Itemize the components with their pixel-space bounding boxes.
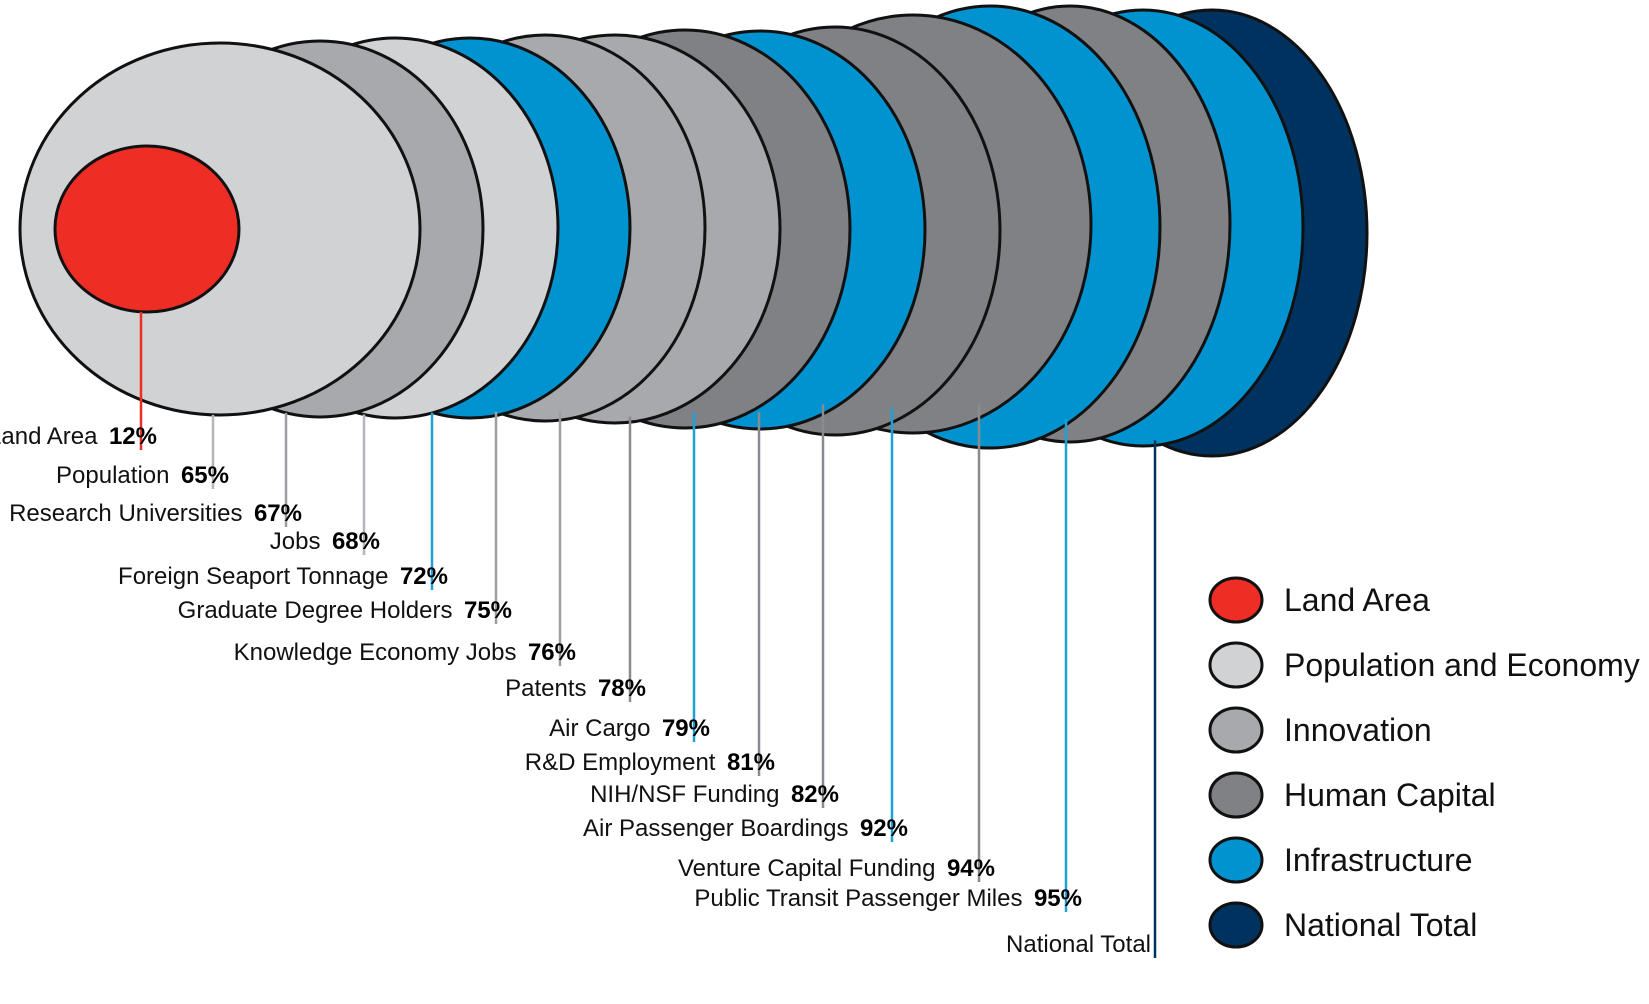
legend-item-national-total: National Total [1208,901,1477,949]
label-text-jobs: Jobs 68% [270,528,380,555]
label-percent: 65% [181,462,229,489]
bubble-layer [18,4,1369,458]
legend-item-population-and-economy: Population and Economy [1208,641,1640,689]
label-name: Air Cargo [549,715,662,742]
label-percent: 68% [332,528,380,555]
label-jobs: Jobs 68% [270,528,380,555]
label-name: Jobs [270,528,332,555]
label-air-passenger-boardings: Air Passenger Boardings 92% [583,815,908,842]
label-layer: National Total Public Transit Passenger M… [0,423,1151,958]
legend-swatch [1208,706,1264,754]
label-percent: 75% [464,597,512,624]
legend-label: National Total [1284,907,1477,943]
legend-item-innovation: Innovation [1208,706,1432,754]
legend-swatch [1208,771,1264,819]
label-text-knowledge-economy-jobs: Knowledge Economy Jobs 76% [234,639,576,666]
label-text-r-d-employment: R&D Employment 81% [525,749,775,776]
label-percent: 67% [254,500,302,527]
label-name: NIH/NSF Funding [590,781,791,808]
label-venture-capital-funding: Venture Capital Funding 94% [678,855,995,882]
label-percent: 72% [400,563,448,590]
label-text-research-universities: Research Universities 67% [9,500,302,527]
label-r-d-employment: R&D Employment 81% [525,749,775,776]
label-name: Knowledge Economy Jobs [234,639,528,666]
label-text-foreign-seaport-tonnage: Foreign Seaport Tonnage 72% [118,563,448,590]
legend-item-land-area: Land Area [1208,576,1430,624]
legend-swatch [1208,576,1264,624]
leader-line-layer [139,311,1157,958]
label-name: Population [56,462,181,489]
label-research-universities: Research Universities 67% [9,500,302,527]
label-percent: 94% [947,855,995,882]
label-text-air-passenger-boardings: Air Passenger Boardings 92% [583,815,908,842]
label-percent: 95% [1034,885,1082,912]
label-name: Patents [505,675,598,702]
label-name: Public Transit Passenger Miles [694,885,1034,912]
legend-swatch [1208,836,1264,884]
label-patents: Patents 78% [505,675,646,702]
label-name: Venture Capital Funding [678,855,947,882]
label-text-graduate-degree-holders: Graduate Degree Holders 75% [178,597,512,624]
label-nih-nsf-funding: NIH/NSF Funding 82% [590,781,839,808]
label-national-total: National Total [1006,931,1151,958]
legend-label: Land Area [1284,582,1430,618]
legend-label: Human Capital [1284,777,1496,813]
label-text-land-area: Land Area 12% [0,423,157,450]
label-name: Air Passenger Boardings [583,815,860,842]
label-public-transit-passenger-miles: Public Transit Passenger Miles 95% [694,885,1082,912]
legend-label: Infrastructure [1284,842,1473,878]
label-text-national-total: National Total [1006,931,1151,958]
label-percent: 76% [528,639,576,666]
label-percent: 78% [598,675,646,702]
label-text-population: Population 65% [56,462,229,489]
label-percent: 92% [860,815,908,842]
label-percent: 79% [662,715,710,742]
bubble-land-area [53,144,241,314]
label-foreign-seaport-tonnage: Foreign Seaport Tonnage 72% [118,563,448,590]
label-knowledge-economy-jobs: Knowledge Economy Jobs 76% [234,639,576,666]
label-name: National Total [1006,931,1151,958]
label-name: Land Area [0,423,109,450]
legend-item-infrastructure: Infrastructure [1208,836,1473,884]
label-text-nih-nsf-funding: NIH/NSF Funding 82% [590,781,839,808]
label-air-cargo: Air Cargo 79% [549,715,710,742]
label-text-patents: Patents 78% [505,675,646,702]
legend-label: Innovation [1284,712,1432,748]
label-percent: 81% [727,749,775,776]
label-land-area: Land Area 12% [0,423,157,450]
label-name: Foreign Seaport Tonnage [118,563,400,590]
label-graduate-degree-holders: Graduate Degree Holders 75% [178,597,512,624]
label-name: Graduate Degree Holders [178,597,464,624]
label-text-public-transit-passenger-miles: Public Transit Passenger Miles 95% [694,885,1082,912]
legend-item-human-capital: Human Capital [1208,771,1496,819]
legend-swatch [1208,901,1264,949]
label-population: Population 65% [56,462,229,489]
label-name: R&D Employment [525,749,727,776]
label-text-air-cargo: Air Cargo 79% [549,715,710,742]
label-name: Research Universities [9,500,254,527]
legend: Land Area Population and Economy Innovatio… [1208,576,1640,949]
legend-swatch [1208,641,1264,689]
label-percent: 12% [109,423,157,450]
legend-label: Population and Economy [1284,647,1640,683]
label-percent: 82% [791,781,839,808]
label-text-venture-capital-funding: Venture Capital Funding 94% [678,855,995,882]
